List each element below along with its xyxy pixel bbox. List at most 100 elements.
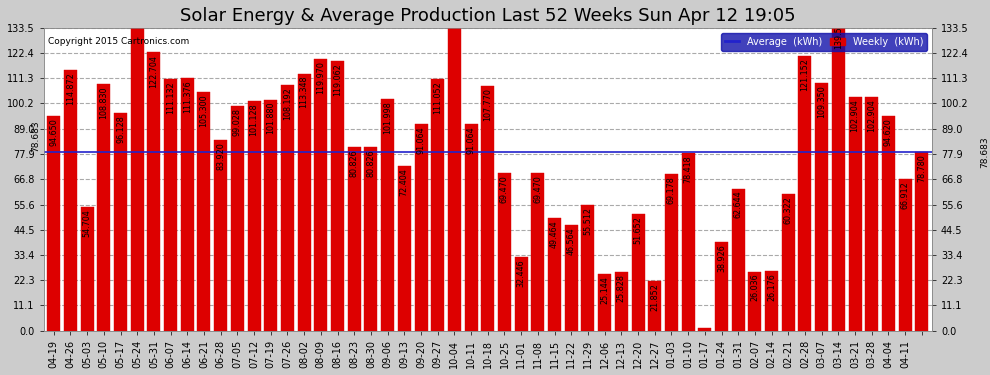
Bar [164,79,177,331]
Text: 83.920: 83.920 [216,142,225,170]
Text: 94.650: 94.650 [50,118,58,146]
Text: 111.376: 111.376 [183,80,192,113]
Bar [698,328,712,331]
Bar [865,97,878,331]
Bar [97,84,110,331]
Bar [447,0,461,331]
Text: 111.132: 111.132 [166,81,175,114]
Text: 122.704: 122.704 [149,55,158,87]
Text: 99.028: 99.028 [233,108,242,136]
Bar [532,173,544,331]
Bar [765,271,778,331]
Bar [665,174,678,331]
Bar [899,179,912,331]
Text: 80.826: 80.826 [349,150,358,177]
Bar [732,189,744,331]
Bar [432,79,445,331]
Text: 80.826: 80.826 [366,150,375,177]
Bar [815,82,829,331]
Text: 78.683: 78.683 [981,136,990,168]
Text: 102.904: 102.904 [850,99,859,132]
Bar [114,112,127,331]
Text: 139.542: 139.542 [834,16,842,50]
Bar [916,152,929,331]
Text: 38.926: 38.926 [717,244,726,272]
Bar [197,92,211,331]
Bar [681,153,695,331]
Text: 78.683: 78.683 [32,121,41,152]
Bar [281,85,294,331]
Text: 96.128: 96.128 [116,115,125,142]
Bar [715,242,728,331]
Text: 69.470: 69.470 [500,176,509,203]
Text: 62.644: 62.644 [734,191,742,219]
Bar [782,194,795,331]
Bar [80,207,94,331]
Bar [515,257,528,331]
Text: 46.564: 46.564 [566,227,576,255]
Text: 91.064: 91.064 [417,126,426,154]
Text: 113.348: 113.348 [300,76,309,108]
Bar [331,61,345,331]
Text: 107.770: 107.770 [483,88,492,122]
Bar [832,14,844,331]
Bar [498,173,511,331]
Text: 102.904: 102.904 [867,99,876,132]
Bar [848,97,861,331]
Text: 51.652: 51.652 [634,216,643,244]
Bar [415,124,428,331]
Bar [315,58,328,331]
Text: 94.620: 94.620 [884,118,893,146]
Text: 25.144: 25.144 [600,276,609,304]
Text: 121.152: 121.152 [801,58,810,91]
Text: 26.176: 26.176 [767,273,776,301]
Text: 78.780: 78.780 [918,154,927,182]
Bar [181,78,194,331]
Text: 55.512: 55.512 [583,207,592,235]
Bar [598,274,611,331]
Text: 32.446: 32.446 [517,260,526,287]
Bar [264,100,277,331]
Text: 101.128: 101.128 [249,104,258,136]
Bar [615,272,628,331]
Text: 119.062: 119.062 [333,63,342,96]
Text: 21.852: 21.852 [650,284,659,311]
Text: 25.828: 25.828 [617,274,626,302]
Text: 91.064: 91.064 [466,126,475,154]
Bar [632,213,644,331]
Text: 26.036: 26.036 [750,274,759,302]
Bar [48,116,60,331]
Text: 54.704: 54.704 [82,209,92,237]
Bar [748,272,761,331]
Text: 66.912: 66.912 [901,181,910,209]
Text: 111.052: 111.052 [434,81,443,114]
Text: 60.322: 60.322 [784,196,793,224]
Legend: Average  (kWh), Weekly  (kWh): Average (kWh), Weekly (kWh) [721,33,927,51]
Bar [347,147,360,331]
Bar [481,86,494,331]
Bar [231,106,244,331]
Bar [148,53,160,331]
Text: 119.970: 119.970 [317,61,326,94]
Text: 78.418: 78.418 [684,155,693,183]
Bar [131,0,144,331]
Title: Solar Energy & Average Production Last 52 Weeks Sun Apr 12 19:05: Solar Energy & Average Production Last 5… [180,7,796,25]
Bar [464,124,477,331]
Text: 69.178: 69.178 [667,176,676,204]
Text: 108.192: 108.192 [283,87,292,120]
Bar [364,147,377,331]
Bar [64,70,77,331]
Bar [214,140,227,331]
Text: 109.350: 109.350 [817,85,827,118]
Text: 108.830: 108.830 [99,86,108,118]
Bar [548,219,561,331]
Bar [381,99,394,331]
Bar [648,281,661,331]
Text: 101.998: 101.998 [383,102,392,134]
Bar [799,56,812,331]
Bar [882,116,895,331]
Bar [564,225,578,331]
Bar [581,205,594,331]
Bar [248,101,260,331]
Text: Copyright 2015 Cartronics.com: Copyright 2015 Cartronics.com [49,37,189,46]
